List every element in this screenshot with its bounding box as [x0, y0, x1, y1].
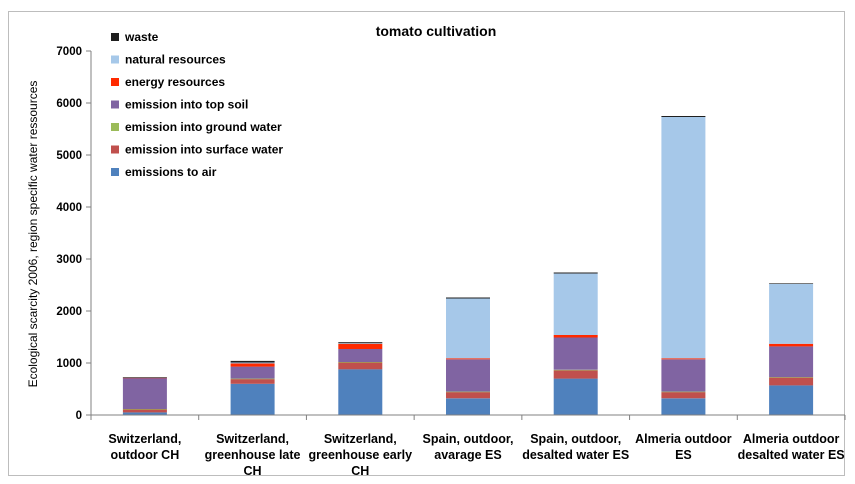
bar-segment-5-0 — [661, 398, 706, 415]
y-tick-label-0: 0 — [76, 410, 82, 422]
legend-swatch-2 — [111, 78, 119, 86]
bar-segment-1-2 — [230, 378, 275, 380]
bar-segment-1-6 — [230, 360, 275, 363]
bar-segment-3-3 — [446, 359, 490, 392]
bar-segment-1-5 — [230, 362, 275, 364]
bar-segment-5-4 — [661, 358, 706, 360]
x-category-label-0: Switzerland, outdoor CH — [108, 432, 181, 462]
x-category-label-3: Spain, outdoor, avarage ES — [423, 432, 514, 462]
bar-segment-2-6 — [338, 342, 383, 344]
bar-segment-3-4 — [446, 358, 490, 360]
bar-segment-1-3 — [230, 366, 275, 379]
bar-segment-6-4 — [769, 343, 814, 347]
bar-segment-5-3 — [661, 359, 706, 392]
y-tick-label-4: 4000 — [56, 202, 82, 214]
bar-segment-4-5 — [553, 273, 598, 335]
bar-segment-6-5 — [769, 284, 814, 344]
bar-segment-2-1 — [338, 362, 383, 370]
bars-group — [122, 116, 814, 415]
legend-label-5: emission into surface water — [125, 143, 283, 157]
bar-segment-1-0 — [230, 383, 275, 415]
y-tick-label-6: 6000 — [56, 98, 82, 110]
chart-title: tomato cultivation — [376, 23, 497, 39]
bar-segment-4-2 — [553, 369, 598, 371]
axes-group: 0 1000 2000 3000 4000 5000 6000 7000 Switzerland… — [56, 46, 846, 478]
y-tick-label-7: 7000 — [56, 46, 82, 58]
bar-segment-2-4 — [338, 343, 383, 349]
bar-segment-3-0 — [446, 398, 490, 415]
legend-label-6: emissions to air — [125, 165, 217, 179]
bar-segment-6-0 — [769, 385, 814, 415]
y-axis-label: Ecological scarcity 2006, region specifi… — [26, 81, 40, 388]
legend-swatch-6 — [111, 168, 119, 176]
bar-segment-0-6 — [122, 377, 167, 378]
y-tick-label-1: 1000 — [56, 358, 82, 370]
bar-segment-0-3 — [122, 377, 167, 409]
legend-label-4: emission into ground water — [125, 120, 282, 134]
legend-label-0: waste — [124, 30, 159, 44]
legend-label-2: energy resources — [125, 75, 225, 89]
bar-segment-0-4 — [122, 377, 167, 379]
bar-segment-6-1 — [769, 377, 814, 386]
bar-segment-1-4 — [230, 363, 275, 367]
bar-segment-6-3 — [769, 346, 814, 378]
bar-segment-1-1 — [230, 379, 275, 384]
bar-segment-3-5 — [446, 298, 490, 359]
bar-segment-4-1 — [553, 370, 598, 379]
legend-label-1: natural resources — [125, 53, 226, 67]
bar-segment-4-4 — [553, 334, 598, 338]
legend-swatch-4 — [111, 123, 119, 131]
x-category-label-5: Almeria outdoor ES — [635, 432, 732, 462]
bar-segment-5-6 — [661, 116, 706, 117]
legend-swatch-3 — [111, 100, 119, 109]
bar-segment-2-2 — [338, 362, 383, 363]
bar-segment-4-0 — [553, 378, 598, 415]
bar-segment-5-2 — [661, 391, 706, 393]
bar-segment-3-1 — [446, 392, 490, 399]
legend-label-3: emission into top soil — [125, 98, 248, 112]
bar-segment-0-1 — [122, 409, 167, 413]
x-category-label-2: Switzerland, greenhouse early CH — [309, 432, 413, 478]
legend-swatch-0 — [111, 33, 119, 41]
x-category-label-4: Spain, outdoor, desalted water ES — [522, 432, 629, 462]
bar-segment-6-2 — [769, 377, 814, 378]
bar-segment-2-0 — [338, 369, 383, 415]
x-category-label-6: Almeria outdoor desalted water ES — [738, 432, 845, 462]
bar-segment-6-6 — [769, 283, 814, 284]
y-tick-label-3: 3000 — [56, 254, 82, 266]
bar-segment-2-5 — [338, 343, 383, 344]
bar-segment-4-6 — [553, 272, 598, 274]
bar-segment-3-6 — [446, 297, 490, 299]
bar-segment-5-1 — [661, 392, 706, 399]
bar-segment-3-2 — [446, 391, 490, 393]
y-tick-label-2: 2000 — [56, 306, 82, 318]
x-category-label-1: Switzerland, greenhouse late CH — [205, 432, 301, 478]
bar-segment-0-0 — [122, 412, 167, 415]
bar-segment-4-3 — [553, 337, 598, 370]
y-tick-label-5: 5000 — [56, 150, 82, 162]
bar-segment-5-5 — [661, 117, 706, 359]
bar-segment-2-3 — [338, 349, 383, 362]
legend-swatch-1 — [111, 55, 119, 64]
legend: waste natural resources energy resources em… — [111, 30, 283, 179]
legend-swatch-5 — [111, 145, 119, 154]
bar-segment-0-2 — [122, 409, 167, 410]
